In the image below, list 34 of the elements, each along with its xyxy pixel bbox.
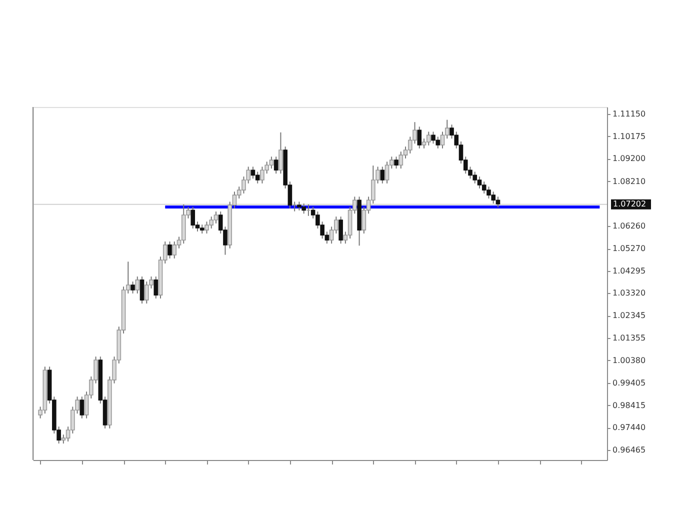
candlestick bbox=[154, 276, 158, 299]
y-tick-label: 1.05270 bbox=[612, 244, 646, 254]
y-tick-label: 1.01355 bbox=[612, 334, 646, 343]
y-tick-label: 1.09200 bbox=[612, 154, 646, 164]
candlestick bbox=[140, 276, 144, 304]
candlestick bbox=[130, 281, 135, 294]
candlestick bbox=[190, 206, 196, 229]
candlestick bbox=[380, 166, 385, 184]
y-tick-label: 1.11150 bbox=[612, 110, 646, 119]
y-tick-label: 1.04295 bbox=[612, 266, 646, 276]
y-tick-label: 0.99405 bbox=[612, 378, 646, 388]
candlestick bbox=[168, 241, 172, 259]
candlestick bbox=[274, 156, 278, 174]
candlestick bbox=[426, 131, 431, 146]
candlestick bbox=[394, 156, 398, 170]
candlestick bbox=[278, 132, 283, 174]
y-tick-label: 0.96465 bbox=[612, 446, 646, 455]
y-tick-label: 0.98415 bbox=[612, 400, 646, 410]
candlestick bbox=[338, 216, 343, 244]
y-tick-label: 1.03320 bbox=[612, 288, 646, 298]
candlestick bbox=[398, 151, 404, 170]
y-tick-label: 1.08210 bbox=[612, 176, 646, 186]
candlestick bbox=[172, 241, 177, 259]
candlestick bbox=[135, 276, 140, 294]
candlestick bbox=[250, 166, 256, 180]
candlestick bbox=[255, 171, 260, 184]
y-tick-label: 0.97440 bbox=[612, 423, 646, 432]
candlestick bbox=[417, 126, 422, 149]
y-tick-label: 1.02345 bbox=[612, 311, 646, 320]
candlestick bbox=[80, 396, 84, 419]
y-tick-label: 1.06260 bbox=[612, 221, 646, 230]
ref-line-label: 1.07202 bbox=[613, 199, 646, 208]
y-tick-label: 1.00380 bbox=[612, 356, 646, 365]
y-tick-label: 1.10175 bbox=[612, 132, 646, 141]
